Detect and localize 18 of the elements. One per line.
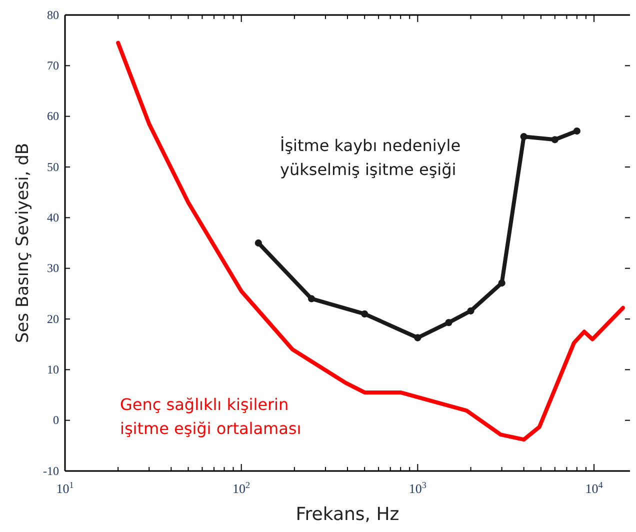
x-axis-title: Frekans, Hz <box>296 504 400 525</box>
x-tick-label: 10$^{1}$ <box>56 480 74 496</box>
text: Genç sağlıklı kişilerin işitme eşiği ortalaması <box>120 395 302 438</box>
text: İşitme kaybı nedeniyle yükselmiş işitme eşiği <box>280 136 461 179</box>
y-tick-label: -10 <box>43 464 59 478</box>
y-tick-label: 10 <box>47 362 59 377</box>
x-tick-label: 10$^{2}$ <box>232 480 251 496</box>
y-tick-label: 60 <box>47 109 59 124</box>
y-tick-label: 30 <box>47 261 59 276</box>
x-tick-label: 10$^{3}$ <box>408 480 427 496</box>
y-tick-label: 70 <box>47 58 59 73</box>
y-tick-label: 80 <box>47 8 59 22</box>
y-tick-label: 50 <box>47 160 59 174</box>
y-axis-title: Ses Basınç Seviyesi, dB <box>13 142 33 344</box>
y-tick-label: 0 <box>53 413 59 428</box>
x-tick-label: 10$^{4}$ <box>585 480 604 496</box>
y-tick-label: 40 <box>47 210 59 225</box>
y-tick-label: 20 <box>47 312 59 326</box>
